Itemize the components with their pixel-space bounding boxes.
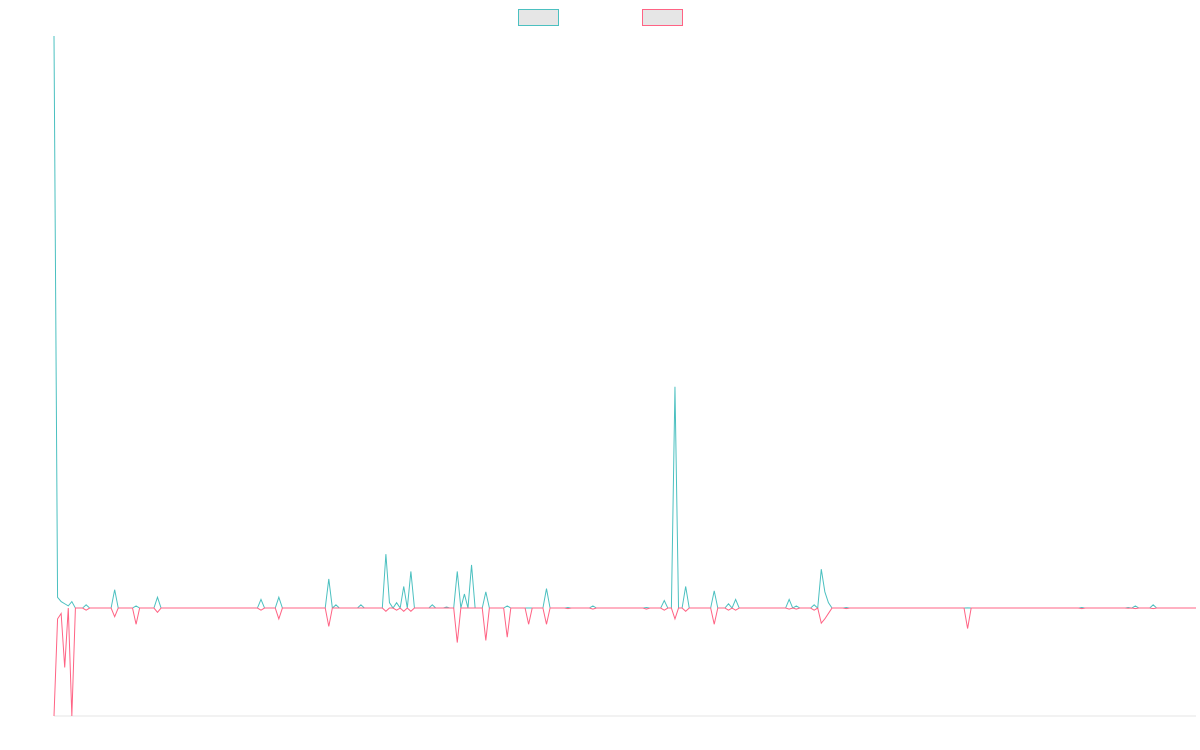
legend-item-1[interactable]: [518, 9, 559, 26]
series-line-2: [53, 607, 1196, 717]
legend-item-2[interactable]: [642, 9, 683, 26]
series-layer: [53, 35, 1196, 717]
legend[interactable]: [518, 9, 683, 26]
series-line-1: [53, 35, 1196, 610]
legend-swatch-2[interactable]: [642, 9, 683, 26]
legend-swatch-1[interactable]: [518, 9, 559, 26]
